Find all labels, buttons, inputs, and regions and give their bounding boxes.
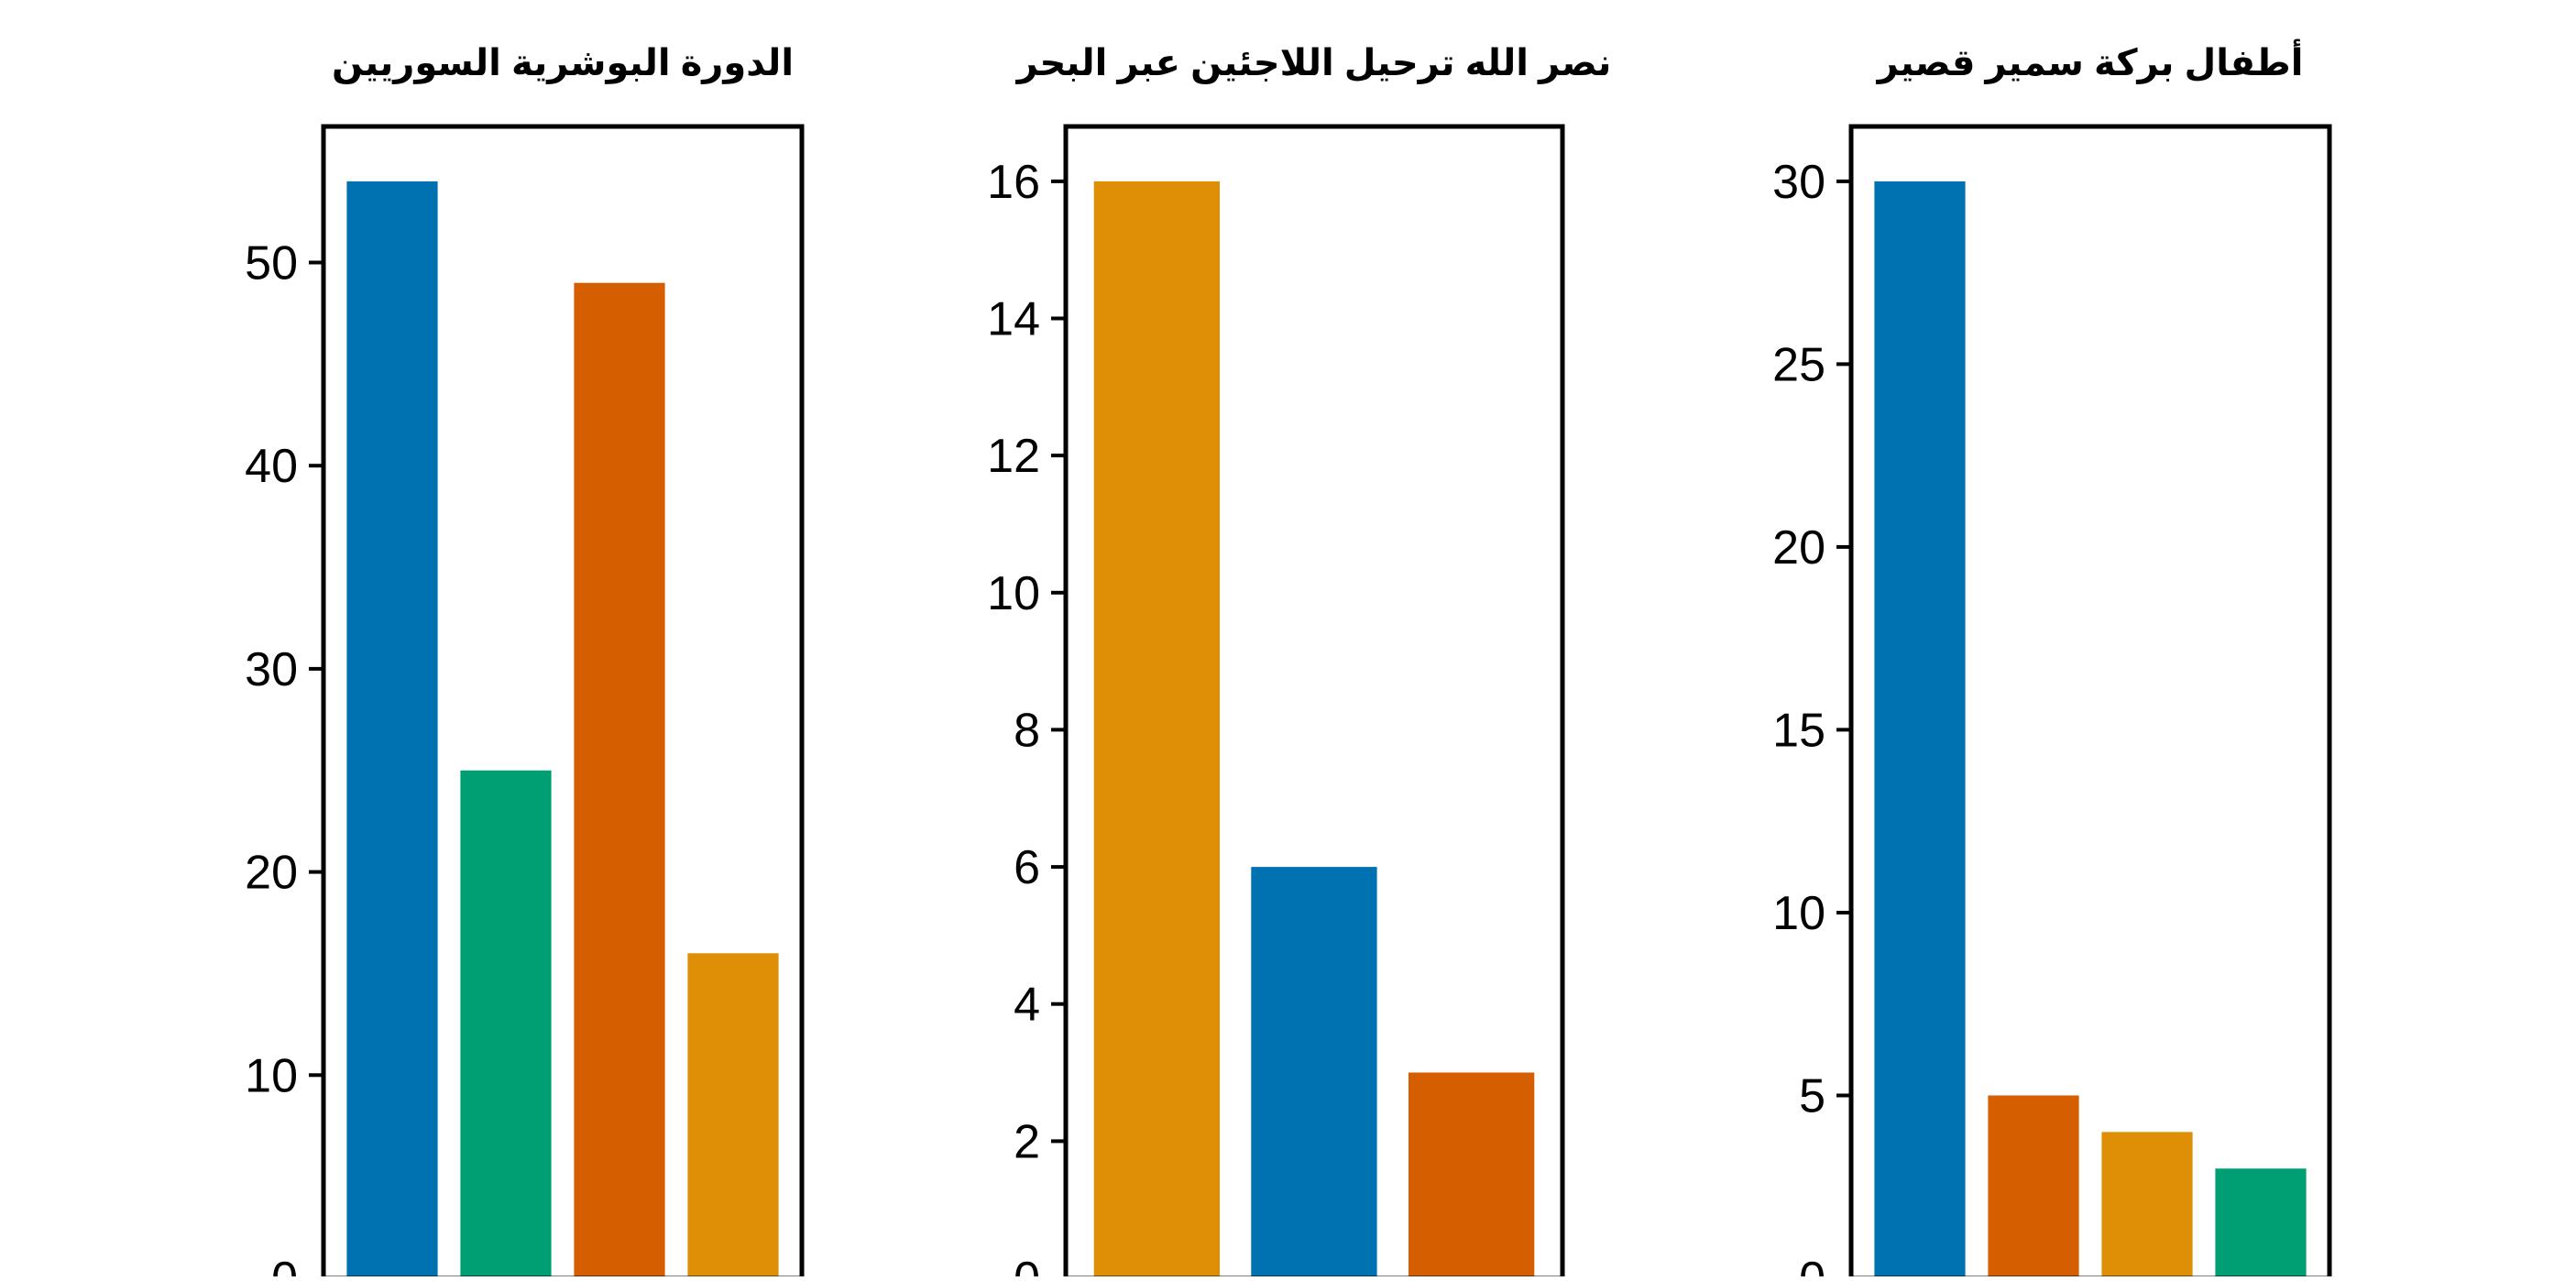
ytick-label-panel1-1: 10 <box>245 1049 298 1102</box>
ytick-label-panel3-6: 30 <box>1772 156 1825 209</box>
ytick-label-panel2-1: 2 <box>1014 1115 1040 1168</box>
bar-panel3-1 <box>1874 181 1966 1278</box>
ytick-label-panel3-1: 5 <box>1799 1070 1825 1123</box>
bar-panel3-3 <box>2101 1132 2193 1278</box>
ytick-label-panel2-5: 10 <box>987 567 1040 620</box>
ytick-label-panel3-5: 25 <box>1772 338 1825 391</box>
ytick-label-panel2-6: 12 <box>987 430 1040 483</box>
bar-panel1-1 <box>346 181 438 1278</box>
panel-title-1: الدورة البوشرية السوريين <box>332 43 794 84</box>
bar-panel3-4 <box>2215 1168 2307 1278</box>
bar-panel2-1 <box>1093 181 1220 1278</box>
ytick-label-panel1-3: 30 <box>245 643 298 696</box>
panel-title-2: نصر الله ترحيل اللاجئين عبر البحر <box>1015 43 1612 84</box>
bar-panel1-3 <box>574 282 665 1279</box>
bar-panel3-2 <box>1988 1095 2079 1278</box>
ytick-label-panel2-2: 4 <box>1014 979 1040 1032</box>
bar-panel2-2 <box>1251 867 1377 1278</box>
bar-panel1-4 <box>687 953 779 1278</box>
ytick-label-panel2-3: 6 <box>1014 841 1040 894</box>
ytick-label-panel3-2: 10 <box>1772 887 1825 940</box>
bar-panel1-2 <box>460 770 552 1278</box>
ytick-label-panel1-5: 50 <box>245 237 298 290</box>
ytick-label-panel1-4: 40 <box>245 440 298 493</box>
panel-title-3: أطفال بركة سمير قصير <box>1876 38 2304 84</box>
ytick-label-panel3-3: 15 <box>1772 704 1825 757</box>
ytick-label-panel3-4: 20 <box>1772 521 1825 575</box>
ytick-label-panel2-4: 8 <box>1014 704 1040 757</box>
ytick-label-panel3-0: 0 <box>1799 1253 1825 1276</box>
ytick-label-panel1-2: 20 <box>245 847 298 900</box>
ytick-label-panel2-0: 0 <box>1014 1253 1040 1276</box>
ytick-label-panel2-8: 16 <box>987 156 1040 209</box>
ytick-label-panel1-0: 0 <box>271 1253 298 1276</box>
ytick-label-panel2-7: 14 <box>987 293 1040 346</box>
bar-panel2-3 <box>1409 1072 1535 1278</box>
